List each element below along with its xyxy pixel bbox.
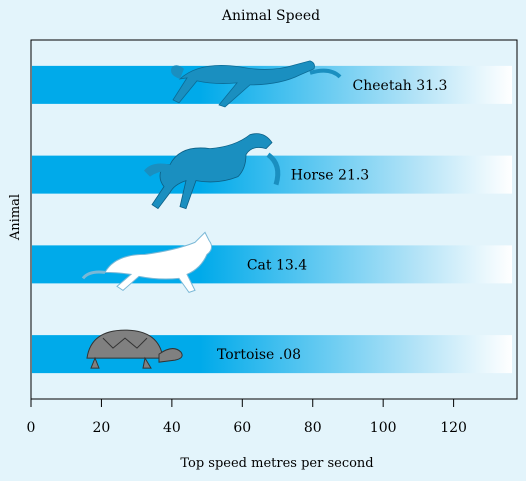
horse-tail [266, 152, 281, 186]
chart-title: Animal Speed [221, 8, 320, 24]
x-axis-ticks: 0 20 40 60 80 100 120 [27, 399, 467, 436]
cheetah-tail [309, 68, 342, 79]
data-label: Tortoise .08 [217, 347, 301, 363]
tortoise-icon [86, 329, 183, 369]
tortoise-shell [86, 329, 164, 359]
cheetah-body [172, 60, 315, 108]
x-tick-label: 120 [440, 420, 467, 436]
cat-icon [81, 231, 213, 293]
x-tick-label: 40 [163, 420, 181, 436]
cheetah-head [171, 65, 184, 79]
x-tick-label: 0 [27, 420, 36, 436]
horse-icon [144, 133, 281, 210]
data-label: Horse 21.3 [291, 168, 369, 184]
x-tick-label: 80 [304, 420, 322, 436]
horse-body [151, 133, 273, 210]
x-tick-label: 100 [370, 420, 397, 436]
data-label: Cat 13.4 [247, 257, 307, 273]
data-label: Cheetah 31.3 [353, 78, 448, 94]
plot-frame [30, 39, 518, 400]
x-tick-label: 20 [93, 420, 111, 436]
tortoise-shell-pattern [102, 337, 148, 349]
cheetah-icon [171, 60, 342, 108]
x-tick-label: 60 [233, 420, 251, 436]
y-axis-label: Animal [8, 194, 23, 241]
bars: Cheetah 31.3 Horse 21.3 Cat 13.4 Tortoise .… [32, 60, 512, 374]
horse-head [144, 163, 172, 177]
tortoise-head [158, 348, 183, 363]
x-axis-label: Top speed metres per second [180, 456, 373, 471]
cat-body [104, 231, 213, 293]
tortoise-legs [90, 356, 152, 369]
cat-tail [81, 270, 106, 280]
